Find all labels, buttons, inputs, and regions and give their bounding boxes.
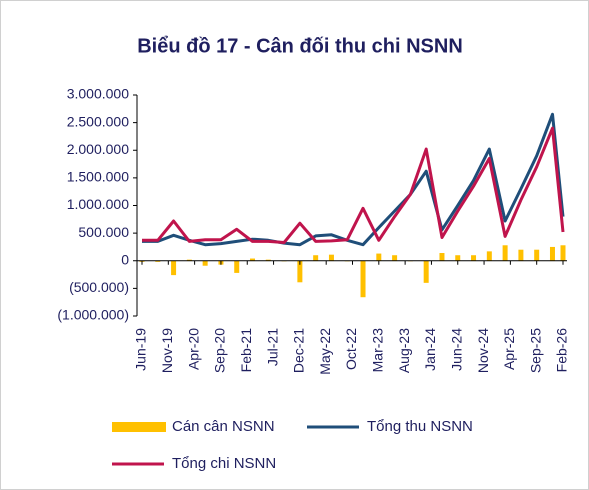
bar [486, 251, 492, 261]
bar [376, 253, 382, 261]
bar [155, 260, 161, 262]
bar [518, 249, 524, 261]
x-tick-label: Feb-26 [554, 328, 570, 373]
x-tick-label: Jun-19 [133, 328, 149, 371]
bar [360, 260, 366, 298]
x-tick-label: Mar-23 [370, 328, 386, 373]
chart-title: Biểu đồ 17 - Cân đối thu chi NSNN [137, 35, 463, 57]
bar [423, 260, 429, 283]
bar [471, 255, 477, 261]
legend-swatch [112, 422, 166, 432]
x-tick-label: Aug-23 [396, 328, 412, 373]
x-tick-label: Jan-24 [422, 328, 438, 371]
y-tick-label: 3.000.000 [67, 86, 129, 102]
legend-label: Cán cân NSNN [172, 418, 275, 435]
x-tick-label: Jun-24 [448, 328, 464, 371]
y-tick-label: (500.000) [69, 279, 129, 295]
bar [250, 258, 256, 261]
bar [265, 259, 271, 261]
x-tick-label: Dec-21 [291, 328, 307, 373]
y-tick-label: 0 [121, 251, 129, 267]
line-series [142, 112, 565, 247]
y-tick-label: 1.000.000 [67, 196, 129, 212]
x-tick-label: Sep-20 [212, 328, 228, 373]
bar [313, 255, 319, 261]
bar [439, 253, 445, 261]
legend-label: Tổng chi NSNN [172, 455, 276, 472]
y-tick-label: 500.000 [78, 224, 129, 240]
x-tick-label: Oct-22 [343, 328, 359, 370]
bar [186, 259, 192, 261]
legend-label: Tổng thu NSNN [367, 418, 473, 435]
x-tick-label: Apr-20 [185, 328, 201, 370]
x-tick-label: May-22 [317, 328, 333, 375]
bar [202, 260, 208, 266]
x-tick-label: Feb-21 [238, 328, 254, 373]
bar [455, 255, 461, 261]
line-series [142, 126, 565, 244]
bar [502, 245, 508, 261]
x-tick-label: Sep-25 [527, 328, 543, 373]
bar [297, 260, 303, 283]
x-tick-label: Apr-25 [501, 328, 517, 370]
bar [234, 260, 240, 273]
bar [328, 254, 334, 261]
y-tick-label: 1.500.000 [67, 169, 129, 185]
x-tick-label: Nov-24 [475, 328, 491, 373]
bar [560, 245, 566, 261]
bar [171, 260, 177, 276]
y-tick-label: 2.500.000 [67, 113, 129, 129]
bar [534, 249, 540, 261]
bar [549, 246, 555, 261]
x-tick-label: Jul-21 [264, 328, 280, 366]
x-tick-label: Nov-19 [159, 328, 175, 373]
bar [392, 255, 398, 261]
y-tick-label: (1.000.000) [57, 307, 129, 323]
y-tick-label: 2.000.000 [67, 141, 129, 157]
